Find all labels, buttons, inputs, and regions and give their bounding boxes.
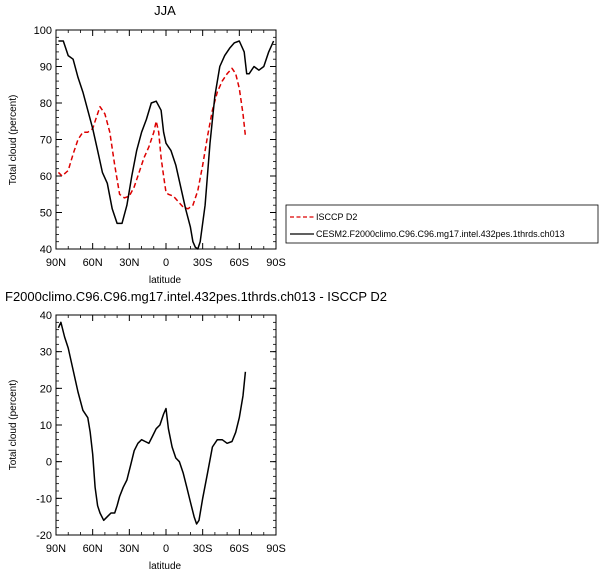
bottom-y-tick-label: -20 (36, 530, 52, 542)
top-y-tick-label: 100 (34, 25, 52, 37)
top-x-tick-label: 30N (119, 257, 139, 269)
top-series-cesm2-line (58, 40, 275, 250)
top-x-tick-label: 60N (83, 257, 103, 269)
bottom-chart-series (57, 321, 247, 525)
legend: ISCCP D2 CESM2.F2000climo.C96.C96.mg17.i… (285, 204, 599, 244)
bottom-chart-title: F2000climo.C96.C96.mg17.intel.432pes.1th… (5, 289, 387, 304)
top-chart-panel: JJA 90N 60N 30N 0 30S 60S 90S 40 50 60 70 80 90 100 l… (8, 3, 286, 286)
top-y-tick-label: 70 (40, 135, 52, 147)
bottom-x-tick-label: 60N (83, 543, 103, 555)
top-chart-series (57, 40, 275, 250)
top-x-tick-label: 0 (163, 257, 169, 269)
bottom-series-line0-line (57, 321, 247, 525)
bottom-x-tick-label: 30S (193, 543, 213, 555)
legend-label-isccp: ISCCP D2 (316, 212, 357, 222)
bottom-x-tick-label: 60S (230, 543, 250, 555)
bottom-chart-x-axis-label: latitude (149, 561, 182, 572)
bottom-chart-tick-labels: 90N 60N 30N 0 30S 60S 90S -20 -10 0 10 20 30 40 (36, 310, 286, 555)
top-chart-tick-labels: 90N 60N 30N 0 30S 60S 90S 40 50 60 70 80 90 100 (34, 25, 286, 269)
bottom-chart-panel: F2000climo.C96.C96.mg17.intel.432pes.1th… (5, 289, 387, 572)
top-x-tick-label: 90S (266, 257, 286, 269)
bottom-x-tick-label: 30N (119, 543, 139, 555)
top-y-tick-label: 60 (40, 171, 52, 183)
bottom-x-tick-label: 0 (163, 543, 169, 555)
top-x-tick-label: 60S (230, 257, 250, 269)
bottom-x-tick-label: 90N (46, 543, 66, 555)
top-y-tick-label: 40 (40, 244, 52, 256)
bottom-y-tick-label: 30 (40, 347, 52, 359)
legend-label-cesm2: CESM2.F2000climo.C96.C96.mg17.intel.432p… (316, 229, 565, 239)
bottom-chart-axes (55, 314, 277, 536)
top-x-tick-label: 30S (193, 257, 213, 269)
top-y-tick-label: 80 (40, 98, 52, 110)
top-y-tick-label: 90 (40, 62, 52, 74)
top-x-tick-label: 90N (46, 257, 66, 269)
bottom-y-tick-label: 10 (40, 420, 52, 432)
top-chart-y-axis-label: Total cloud (percent) (8, 95, 19, 186)
bottom-y-tick-label: -10 (36, 493, 52, 505)
top-series-isccp-d2-line (57, 67, 247, 210)
top-chart-axes (55, 29, 277, 250)
top-y-tick-label: 50 (40, 208, 52, 220)
bottom-y-tick-label: 40 (40, 310, 52, 322)
top-chart-title: JJA (154, 3, 176, 18)
bottom-x-tick-label: 90S (266, 543, 286, 555)
bottom-y-tick-label: 20 (40, 383, 52, 395)
bottom-chart-y-axis-label: Total cloud (percent) (8, 380, 19, 471)
legend-frame (285, 204, 599, 244)
top-chart-frame (55, 29, 277, 250)
top-chart-x-axis-label: latitude (149, 275, 182, 286)
bottom-y-tick-label: 0 (46, 457, 52, 469)
